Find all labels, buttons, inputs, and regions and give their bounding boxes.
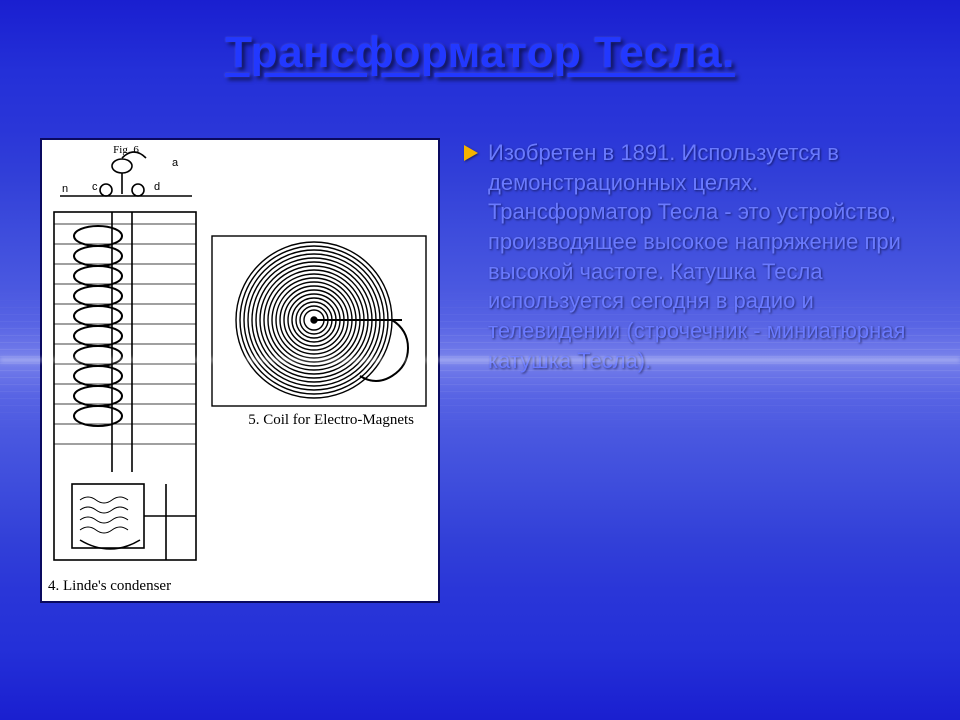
- svg-text:n: n: [62, 183, 68, 195]
- slide-title: Трансформатор Тесла.: [40, 28, 920, 78]
- left-caption: 4. Linde's condenser: [48, 578, 171, 595]
- content-row: Fig. 6 a n c d: [40, 138, 920, 603]
- diagram-left-panel: Fig. 6 a n c d: [46, 144, 206, 597]
- svg-text:d: d: [154, 181, 160, 193]
- diagram-figure: Fig. 6 a n c d: [40, 138, 440, 603]
- coil-spiral-diagram: [206, 144, 436, 444]
- figure-top-label: Fig. 6: [113, 144, 139, 156]
- bullet-item: Изобретен в 1891. Используется в демонст…: [464, 138, 920, 376]
- body-paragraph: Изобретен в 1891. Используется в демонст…: [488, 138, 920, 376]
- diagram-right-panel: 5. Coil for Electro-Magnets: [206, 144, 436, 597]
- linde-condenser-schematic: a n c d: [46, 144, 206, 574]
- bullet-arrow-icon: [464, 145, 478, 161]
- slide: Трансформатор Тесла. Fig. 6 a n: [0, 0, 960, 720]
- body-text-block: Изобретен в 1891. Используется в демонст…: [464, 138, 920, 376]
- right-caption: 5. Coil for Electro-Magnets: [248, 412, 414, 429]
- svg-text:a: a: [172, 157, 179, 169]
- svg-text:c: c: [92, 181, 98, 193]
